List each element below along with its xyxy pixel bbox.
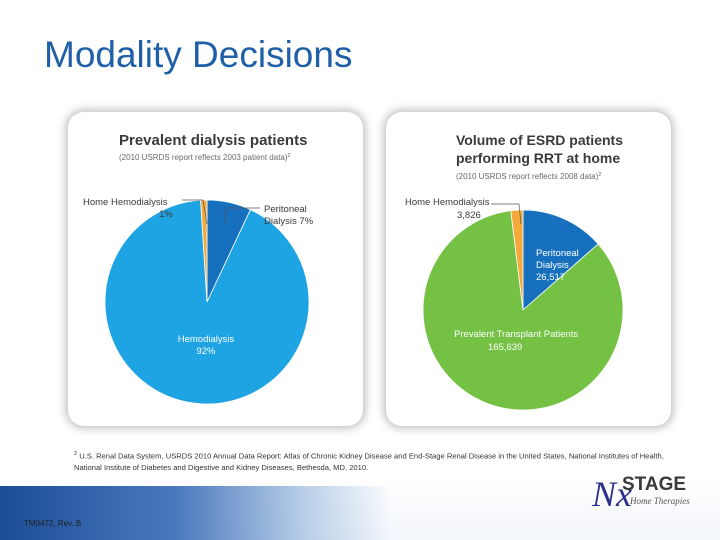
chart-subtitle: (2010 USRDS report reflects 2008 data) xyxy=(456,172,599,181)
label-peritoneal-line2: Dialysis 7% xyxy=(264,216,314,227)
leader-line-home-hemo-tail xyxy=(202,199,208,225)
value-home-hemodialysis: 3,826 xyxy=(457,210,481,221)
logo-sub: Home Therapies xyxy=(629,496,690,506)
footnote-marker: 2 xyxy=(74,451,78,457)
footer-blue-bar xyxy=(0,486,392,540)
label-home-hemodialysis: Home Hemodialysis xyxy=(405,197,490,208)
pie-slice-prevalent-transplant-patients xyxy=(422,210,624,411)
logo-mark: Nx xyxy=(591,474,632,514)
nxstage-logo: Nx STAGE Home Therapies xyxy=(591,474,690,514)
pie-right xyxy=(422,209,624,411)
label-home-hemodialysis: Home Hemodialysis xyxy=(83,197,168,208)
label-peritoneal-line2: Dialysis xyxy=(536,260,569,271)
pie-slice-home-hemodialysis xyxy=(510,209,524,311)
value-transplant: 165,639 xyxy=(488,342,522,353)
value-peritoneal: 7% xyxy=(299,216,313,227)
value-peritoneal: 26,517 xyxy=(536,272,565,283)
footnote: 2 U.S. Renal Data System, USRDS 2010 Ann… xyxy=(74,449,674,473)
logo-name: STAGE xyxy=(622,474,686,495)
label-transplant: Prevalent Transplant Patients xyxy=(454,329,578,340)
chart-subtitle-marker: 2 xyxy=(288,153,291,159)
chart-subtitle-marker: 2 xyxy=(598,172,601,178)
pie-left xyxy=(104,199,310,405)
pie-slice-hemodialysis xyxy=(104,199,310,405)
chart-title: Prevalent dialysis patients xyxy=(119,132,307,149)
pie-slice-peritoneal-dialysis xyxy=(522,209,599,311)
footnote-text: U.S. Renal Data System, USRDS 2010 Annua… xyxy=(74,451,664,472)
svg-text:(2010 USRDS report reflects 20: (2010 USRDS report reflects 2008 data)2 xyxy=(456,172,601,181)
prevalent-dialysis-svg: Prevalent dialysis patients (2010 USRDS … xyxy=(83,132,314,405)
slide-title: Modality Decisions xyxy=(44,34,353,75)
esrd-home-rrt-svg: Volume of ESRD patients performing RRT a… xyxy=(405,132,624,411)
chart-title-line1: Volume of ESRD patients xyxy=(456,132,623,148)
value-home-hemodialysis: 1% xyxy=(159,209,173,220)
value-hemodialysis: 92% xyxy=(196,346,216,357)
label-hemodialysis: Hemodialysis xyxy=(178,334,235,345)
label-peritoneal: Peritoneal xyxy=(264,204,307,215)
leader-line-home-hemo-tail xyxy=(518,203,522,225)
chart-subtitle: (2010 USRDS report reflects 2003 patient… xyxy=(119,153,288,162)
chart-title-line2: performing RRT at home xyxy=(456,150,620,166)
prevalent-dialysis-chart: Prevalent dialysis patients (2010 USRDS … xyxy=(68,112,363,426)
revision-label: TM0472, Rev. B xyxy=(24,519,82,528)
label-peritoneal: Peritoneal xyxy=(536,248,579,259)
leader-line-peritoneal-tail xyxy=(223,207,227,227)
esrd-home-rrt-chart: Volume of ESRD patients performing RRT a… xyxy=(386,112,671,426)
svg-text:(2010 USRDS report reflects 20: (2010 USRDS report reflects 2003 patient… xyxy=(119,153,291,162)
